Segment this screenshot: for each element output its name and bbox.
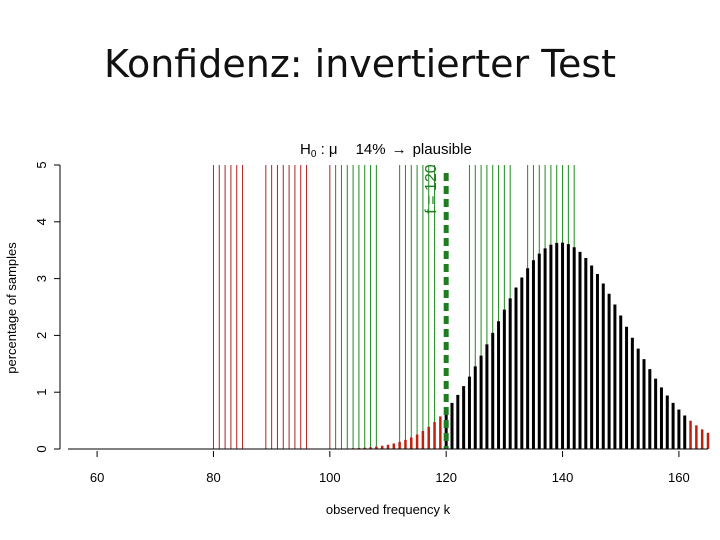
x-tick-label: 160 (668, 470, 690, 485)
hypothesis-lines (212, 165, 575, 449)
x-tick-label: 60 (90, 470, 104, 485)
y-tick-label: 4 (34, 218, 49, 225)
y-tick-label: 2 (34, 332, 49, 339)
x-axis-label: observed frequency k (326, 502, 451, 517)
plot-title-sub: 0 (311, 149, 317, 160)
plot-title-value: 14% (356, 141, 386, 158)
plot-title-mu: : μ (316, 141, 337, 158)
y-tick-label: 0 (34, 445, 49, 452)
y-tick-label: 1 (34, 389, 49, 396)
x-axis: 60 80 100 120 140 160 (90, 451, 690, 485)
plot-title-verdict: plausible (413, 141, 472, 158)
bars (218, 242, 710, 449)
y-tick-label: 5 (34, 161, 49, 168)
marker: f = 120 (423, 164, 449, 449)
x-tick-label: 80 (206, 470, 220, 485)
x-tick-label: 140 (552, 470, 574, 485)
x-tick-label: 100 (319, 470, 341, 485)
slide-title: Konfidenz: invertierter Test (103, 42, 617, 86)
marker-label: f = 120 (423, 164, 440, 213)
x-tick-label: 120 (435, 470, 457, 485)
y-tick-label: 3 (34, 275, 49, 282)
plot-title: H0 : μ 14% → plausible (300, 141, 472, 160)
y-axis: 0 1 2 3 4 5 (34, 161, 61, 453)
plot-title-arrow: → (392, 141, 407, 158)
plot-title-h: H (300, 141, 311, 158)
y-axis-label: percentage of samples (4, 242, 19, 374)
